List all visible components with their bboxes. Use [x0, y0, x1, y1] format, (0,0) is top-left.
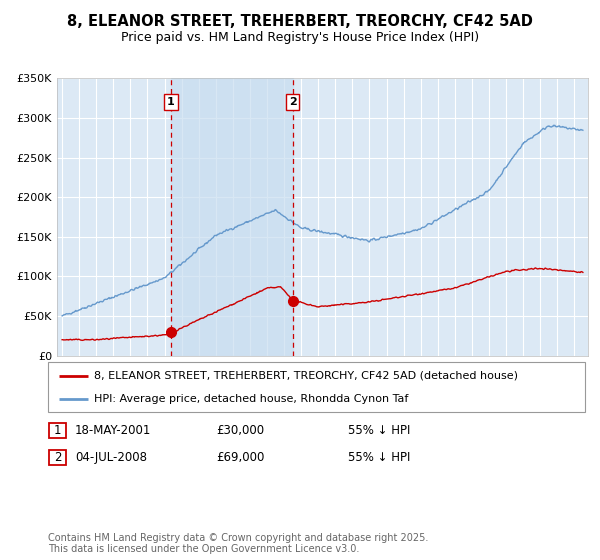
Text: 18-MAY-2001: 18-MAY-2001 — [75, 424, 151, 437]
Text: Price paid vs. HM Land Registry's House Price Index (HPI): Price paid vs. HM Land Registry's House … — [121, 31, 479, 44]
Bar — [171, 78, 293, 356]
FancyBboxPatch shape — [48, 362, 585, 412]
Text: 04-JUL-2008: 04-JUL-2008 — [75, 451, 147, 464]
Text: 2: 2 — [289, 97, 296, 107]
FancyBboxPatch shape — [49, 423, 66, 438]
Text: 8, ELEANOR STREET, TREHERBERT, TREORCHY, CF42 5AD (detached house): 8, ELEANOR STREET, TREHERBERT, TREORCHY,… — [94, 371, 518, 381]
Text: 55% ↓ HPI: 55% ↓ HPI — [348, 451, 410, 464]
Text: Contains HM Land Registry data © Crown copyright and database right 2025.
This d: Contains HM Land Registry data © Crown c… — [48, 533, 428, 554]
Text: HPI: Average price, detached house, Rhondda Cynon Taf: HPI: Average price, detached house, Rhon… — [94, 394, 408, 404]
Text: 1: 1 — [167, 97, 175, 107]
Text: £69,000: £69,000 — [216, 451, 265, 464]
FancyBboxPatch shape — [49, 450, 66, 465]
Text: £30,000: £30,000 — [216, 424, 264, 437]
Text: 1: 1 — [54, 424, 61, 437]
Text: 8, ELEANOR STREET, TREHERBERT, TREORCHY, CF42 5AD: 8, ELEANOR STREET, TREHERBERT, TREORCHY,… — [67, 14, 533, 29]
Text: 55% ↓ HPI: 55% ↓ HPI — [348, 424, 410, 437]
Text: 2: 2 — [54, 451, 61, 464]
